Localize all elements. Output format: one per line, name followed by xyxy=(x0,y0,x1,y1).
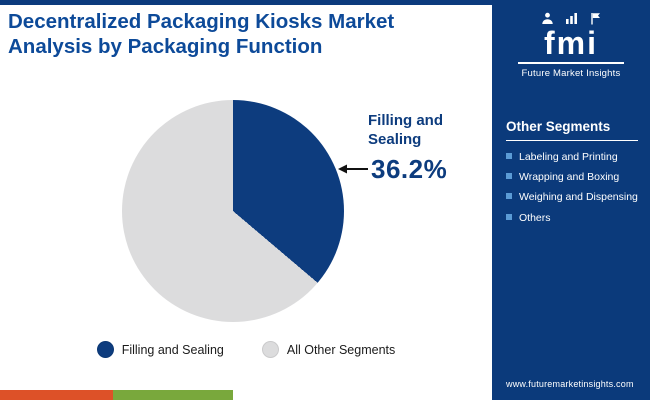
segment-list-item: Labeling and Printing xyxy=(506,150,638,164)
bottom-accent-orange xyxy=(0,390,113,400)
chart-legend: Filling and Sealing All Other Segments xyxy=(0,341,492,358)
pie-chart xyxy=(122,100,344,322)
segment-label: Wrapping and Boxing xyxy=(519,171,620,184)
heading-divider xyxy=(506,140,638,141)
pie-callout: Filling and Sealing 36.2% xyxy=(338,112,488,185)
segment-list-item: Others xyxy=(506,211,638,225)
legend-label: All Other Segments xyxy=(286,342,396,357)
bullet-icon xyxy=(506,193,512,200)
bullet-icon xyxy=(506,153,512,159)
flag-person-icon xyxy=(590,13,600,25)
callout-label: Filling and Sealing xyxy=(368,112,443,148)
segment-label: Others xyxy=(519,211,551,224)
logo-subtitle: Future Market Insights xyxy=(521,68,621,79)
bullet-icon xyxy=(506,173,512,180)
person-icon xyxy=(541,12,553,24)
callout-arrow-icon xyxy=(338,164,368,174)
fmi-logo: fmi Future Market Insights xyxy=(492,10,650,79)
page-title: Decentralized Packaging Kiosks Market An… xyxy=(8,10,395,58)
segment-label: Labeling and Printing xyxy=(519,151,618,163)
legend-item: All Other Segments xyxy=(261,341,396,358)
bullet-icon xyxy=(506,213,512,220)
legend-item: Filling and Sealing xyxy=(96,341,224,358)
other-segments-heading: Other Segments xyxy=(506,119,611,134)
website-link[interactable]: www.futuremarketinsights.com xyxy=(506,379,634,389)
legend-label: Filling and Sealing xyxy=(121,342,224,357)
logo-divider xyxy=(518,62,624,64)
legend-swatch xyxy=(96,341,114,358)
logo-icons xyxy=(492,10,650,25)
top-accent-bar xyxy=(0,0,492,5)
segment-list-item: Wrapping and Boxing xyxy=(506,170,638,184)
segment-list-item: Weighing and Dispensing xyxy=(506,190,638,204)
bottom-accent-green xyxy=(113,390,233,400)
logo-text: fmi xyxy=(544,25,598,61)
segment-label: Weighing and Dispensing xyxy=(519,191,638,204)
legend-swatch xyxy=(261,341,279,358)
bar-chart-icon xyxy=(565,13,577,24)
sidebar: fmi Future Market Insights Other Segment… xyxy=(492,0,650,400)
callout-value: 36.2% xyxy=(371,153,448,184)
other-segments-panel: Other Segments Labeling and Printing Wra… xyxy=(506,119,638,225)
other-segments-list: Labeling and Printing Wrapping and Boxin… xyxy=(506,150,638,225)
